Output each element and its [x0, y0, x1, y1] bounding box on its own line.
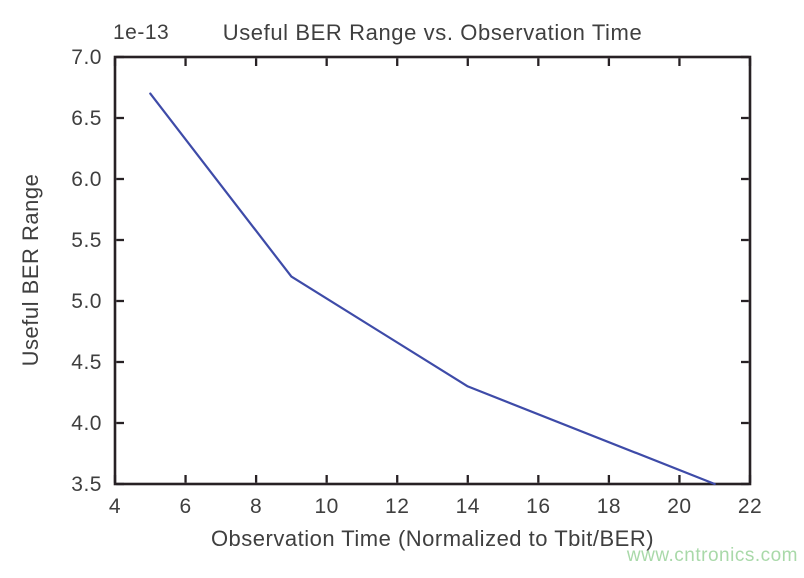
plot-border [113, 55, 752, 486]
y-tick-label: 6.0 [71, 168, 102, 191]
x-tick-label: 6 [179, 495, 191, 518]
x-tick-label: 14 [456, 495, 480, 518]
x-tick-label: 8 [250, 495, 262, 518]
data-line-useful-ber-range [149, 92, 716, 486]
x-tick-label: 22 [738, 495, 762, 518]
y-tick-label: 4.5 [71, 351, 102, 374]
x-tick-label: 10 [314, 495, 338, 518]
y-tick-label: 5.5 [71, 229, 102, 252]
y-tick-label: 5.0 [71, 290, 102, 313]
x-tick-label: 4 [109, 495, 121, 518]
y-tick-label: 7.0 [71, 46, 102, 69]
x-tick-label: 20 [667, 495, 691, 518]
x-tick-label: 12 [385, 495, 409, 518]
y-tick-label: 3.5 [71, 473, 102, 496]
x-tick-label: 18 [597, 495, 621, 518]
y-axis-label: Useful BER Range [18, 173, 43, 367]
x-tick-label: 16 [526, 495, 550, 518]
watermark-text: www.cntronics.com [626, 545, 798, 566]
y-tick-label: 6.5 [71, 107, 102, 130]
y-tick-label: 4.0 [71, 412, 102, 435]
y-axis-offset-label: 1e-13 [113, 21, 170, 44]
chart-title: Useful BER Range vs. Observation Time [222, 20, 643, 45]
x-axis-label: Observation Time (Normalized to Tbit/BER… [210, 526, 655, 551]
